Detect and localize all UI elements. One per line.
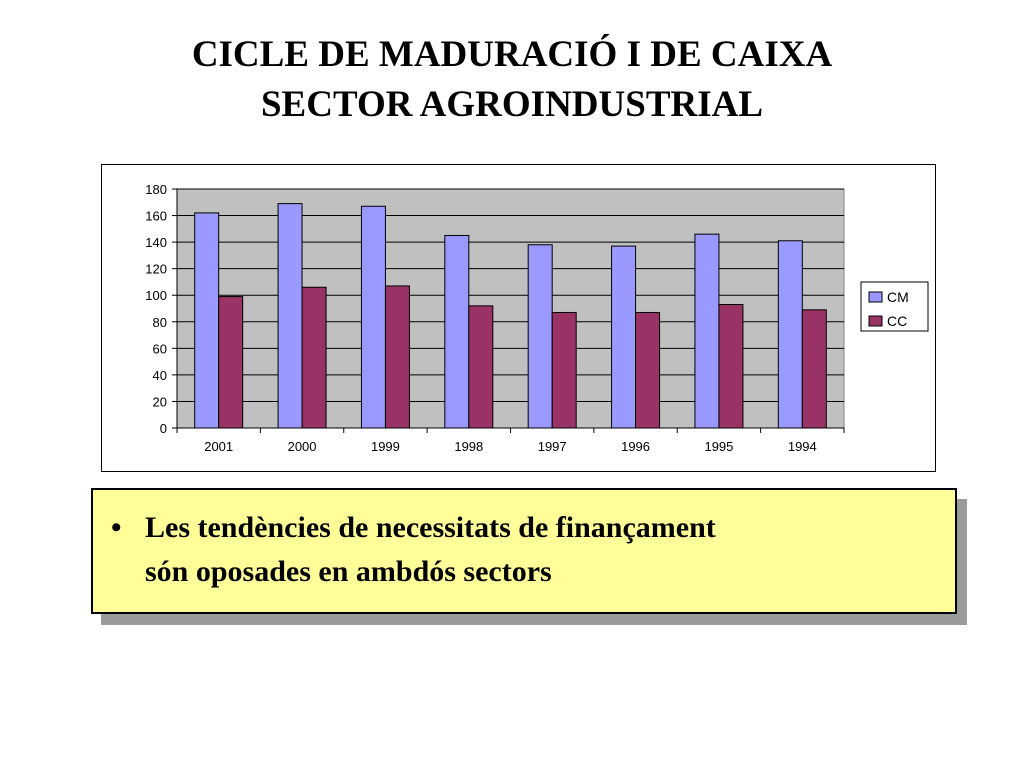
- bar-chart: 0 20 40 60 80 100 120 140 160 180 2001 2000 1999 1998…: [145, 182, 929, 454]
- bar-cm-1998: [444, 234, 470, 429]
- y-tick-label: 0: [160, 421, 167, 436]
- title-line-2: SECTOR AGROINDUSTRIAL: [260, 84, 764, 125]
- y-tick-label: 120: [145, 262, 167, 277]
- y-tick-label: 140: [145, 235, 167, 250]
- x-tick-label: 1994: [788, 439, 817, 454]
- y-tick-label: 180: [145, 182, 167, 197]
- bar-cc-1995: [718, 304, 744, 429]
- plot-area: [176, 188, 845, 429]
- y-tick-label: 80: [153, 315, 167, 330]
- slide-title: CICLE DE MADURACIÓ I DE CAIXA SECTOR AGR…: [0, 30, 1024, 130]
- chart-frame: 0 20 40 60 80 100 120 140 160 180 2001 2000 1999 1998…: [101, 164, 936, 472]
- legend-swatch-cm: [868, 291, 883, 303]
- x-tick-label: 1999: [371, 439, 400, 454]
- y-tick-label: 60: [153, 341, 167, 356]
- bar-cm-1994: [777, 240, 803, 429]
- y-tick-label: 100: [145, 288, 167, 303]
- x-tick-label: 1998: [454, 439, 483, 454]
- bullet-text-line-2: són oposades en ambdós sectors: [145, 555, 552, 588]
- bullet-marker: •: [111, 511, 122, 544]
- bar-cm-2000: [277, 203, 303, 429]
- title-line-1: CICLE DE MADURACIÓ I DE CAIXA: [191, 34, 833, 75]
- legend-label-cm: CM: [887, 289, 909, 305]
- y-tick-label: 20: [153, 394, 167, 409]
- legend-swatch-cc: [868, 315, 883, 327]
- bar-cm-1996: [611, 245, 637, 429]
- x-tick-label: 1995: [704, 439, 733, 454]
- y-tick-label: 40: [153, 368, 167, 383]
- bar-cm-1999: [360, 205, 386, 429]
- legend-label-cc: CC: [887, 313, 907, 329]
- x-tick-label: 2001: [204, 439, 233, 454]
- bullet-text-line-1: Les tendències de necessitats de finança…: [145, 511, 716, 544]
- bar-cm-1995: [694, 233, 720, 429]
- bar-cc-1998: [468, 305, 494, 429]
- x-tick-label: 1997: [538, 439, 567, 454]
- x-tick-label: 1996: [621, 439, 650, 454]
- x-tick-label: 2000: [288, 439, 317, 454]
- bar-cc-1994: [801, 309, 827, 429]
- bar-cm-2001: [194, 212, 220, 429]
- callout-box: • Les tendències de necessitats de finan…: [91, 488, 957, 614]
- bullet-text: Les tendències de necessitats de finança…: [145, 506, 945, 594]
- y-tick-label: 160: [145, 209, 167, 224]
- bar-cc-1996: [635, 311, 661, 429]
- bar-cc-1999: [384, 285, 410, 429]
- bar-cc-2000: [301, 286, 327, 429]
- bar-cm-1997: [527, 244, 553, 429]
- bar-cc-2001: [218, 296, 244, 429]
- bar-cc-1997: [551, 311, 577, 429]
